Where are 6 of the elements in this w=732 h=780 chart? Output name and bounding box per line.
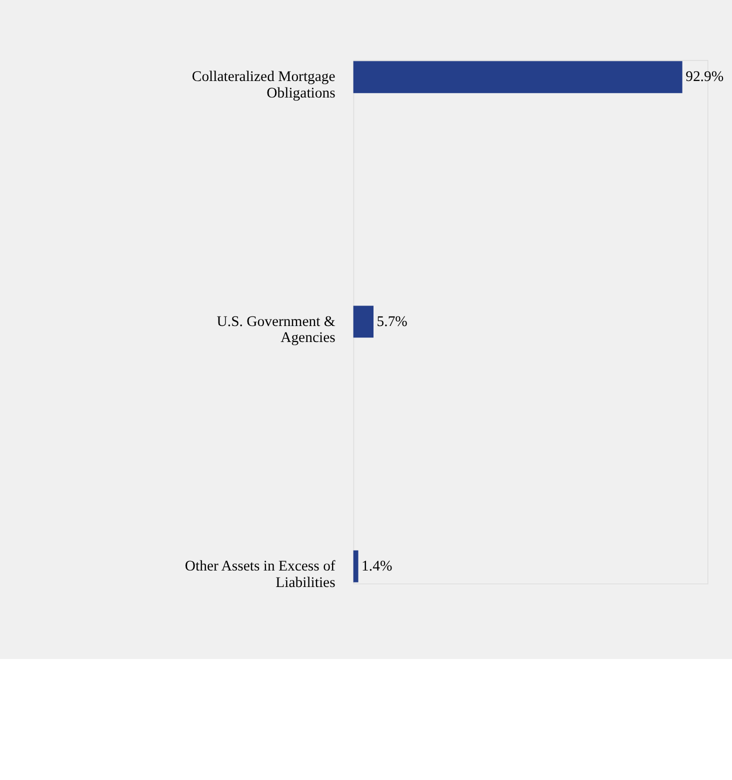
data-label: 92.9%	[686, 69, 724, 86]
y-tick-label: Other Assets in Excess of Liabilities	[184, 558, 336, 591]
y-tick-label: U.S. Government & Agencies	[216, 314, 336, 346]
data-label: 5.7%	[376, 314, 408, 330]
data-label: 1.4%	[362, 558, 392, 574]
y-tick-label: Collateralized Mortgage Obligations	[192, 69, 336, 102]
